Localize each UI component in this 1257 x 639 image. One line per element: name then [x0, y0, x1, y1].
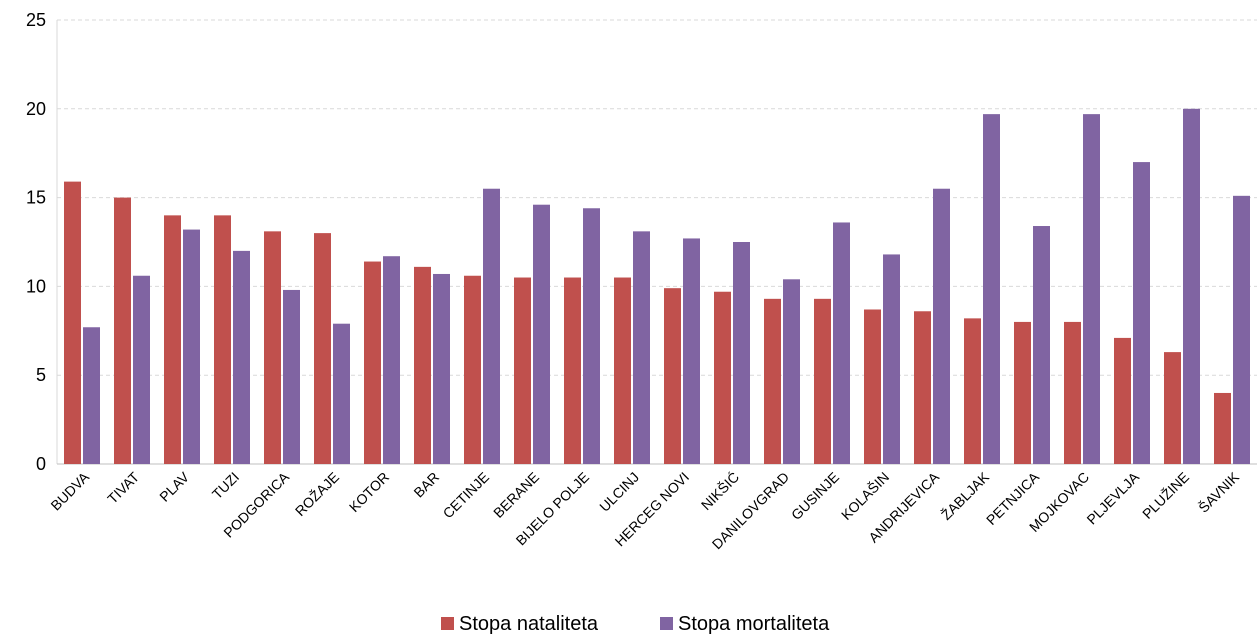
bar-mortalitet — [183, 229, 200, 464]
bar-mortalitet — [1133, 162, 1150, 464]
bar-mortalitet — [133, 275, 150, 464]
bar-mortalitet — [483, 188, 500, 464]
y-tick-label: 5 — [36, 365, 46, 385]
bar-natalitet — [514, 277, 531, 464]
bar-natalitet — [64, 181, 81, 464]
bar-mortalitet — [783, 279, 800, 464]
bar-natalitet — [1014, 321, 1031, 464]
bar-natalitet — [864, 309, 881, 464]
bar-mortalitet — [83, 327, 100, 464]
bar-natalitet — [1114, 337, 1131, 464]
legend-label-mortalitet: Stopa mortaliteta — [678, 613, 830, 635]
legend-label-natalitet: Stopa nataliteta — [459, 613, 599, 635]
bar-natalitet — [264, 231, 281, 464]
x-tick-label: BAR — [410, 469, 442, 501]
bar-natalitet — [914, 311, 931, 464]
bars — [64, 108, 1250, 465]
x-tick-label: PLAV — [156, 468, 192, 504]
legend: Stopa nataliteta Stopa mortaliteta — [441, 613, 830, 635]
bar-mortalitet — [1033, 226, 1050, 464]
bar-mortalitet — [433, 273, 450, 464]
x-tick-label: TUZI — [209, 469, 242, 502]
bar-mortalitet — [583, 208, 600, 464]
bar-mortalitet — [883, 254, 900, 464]
y-tick-label: 15 — [26, 188, 46, 208]
x-tick-label: BUDVA — [47, 468, 92, 513]
y-tick-label: 0 — [36, 454, 46, 474]
x-tick-label: NIKŠIĆ — [698, 469, 742, 513]
y-tick-label: 25 — [26, 10, 46, 30]
bar-mortalitet — [1183, 108, 1200, 465]
x-tick-label: KOTOR — [346, 469, 392, 515]
bar-natalitet — [364, 261, 381, 464]
bar-mortalitet — [283, 289, 300, 464]
bar-natalitet — [1214, 392, 1231, 464]
x-tick-label: PLJEVLJA — [1083, 468, 1142, 527]
x-tick-label: GUSINJE — [788, 469, 842, 523]
bar-natalitet — [314, 233, 331, 464]
bar-mortalitet — [233, 250, 250, 464]
bar-mortalitet — [383, 256, 400, 464]
bar-mortalitet — [933, 188, 950, 464]
y-tick-label: 10 — [26, 276, 46, 296]
gridlines — [57, 19, 1257, 376]
bar-mortalitet — [333, 323, 350, 464]
legend-swatch-natalitet — [441, 617, 454, 630]
bar-natalitet — [114, 197, 131, 464]
bar-natalitet — [1064, 321, 1081, 464]
bar-mortalitet — [533, 204, 550, 465]
x-tick-label: TIVAT — [104, 468, 142, 506]
bar-natalitet — [764, 298, 781, 464]
x-tick-label: CETINJE — [440, 469, 493, 522]
bar-natalitet — [714, 291, 731, 464]
bar-natalitet — [164, 215, 181, 464]
bar-natalitet — [964, 318, 981, 464]
x-tick-label: BERANE — [490, 469, 542, 521]
bar-natalitet — [414, 266, 431, 464]
bar-mortalitet — [733, 242, 750, 464]
bar-natalitet — [614, 277, 631, 464]
bar-natalitet — [214, 215, 231, 464]
bar-natalitet — [814, 298, 831, 464]
y-tick-label: 20 — [26, 99, 46, 119]
bar-mortalitet — [633, 231, 650, 464]
bar-mortalitet — [683, 238, 700, 464]
bar-mortalitet — [983, 114, 1000, 465]
bar-mortalitet — [1083, 114, 1100, 465]
bar-natalitet — [464, 275, 481, 464]
bar-mortalitet — [833, 222, 850, 464]
bar-mortalitet — [1233, 195, 1250, 464]
x-tick-label: PLUŽINE — [1139, 469, 1192, 522]
x-tick-label: ROŽAJE — [292, 469, 342, 519]
bar-natalitet — [664, 288, 681, 464]
legend-swatch-mortalitet — [660, 617, 673, 630]
bar-natalitet — [564, 277, 581, 464]
y-axis: 0 5 10 15 20 25 — [26, 10, 1257, 474]
bar-natalitet — [1164, 352, 1181, 464]
x-tick-label: ŠAVNIK — [1195, 468, 1242, 515]
x-tick-label: ULCINJ — [596, 469, 642, 515]
